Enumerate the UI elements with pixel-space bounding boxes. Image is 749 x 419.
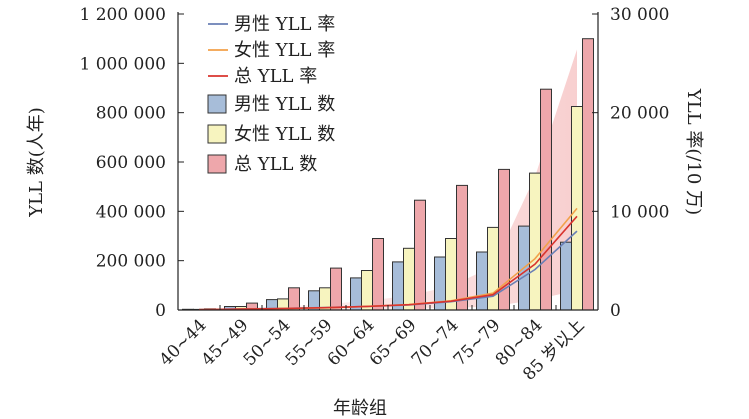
y2-tick-label-0: 0 (610, 301, 621, 321)
legend-line-label-0: 男性 YLL 率 (234, 14, 335, 35)
y2-tick-label-2: 20 000 (610, 104, 669, 124)
bar-total-8 (540, 88, 552, 311)
bar-female-9 (571, 106, 583, 311)
bar-total-9 (582, 38, 594, 311)
bar-male-4 (350, 277, 362, 311)
y-tick-label-6: 1 200 000 (79, 5, 166, 25)
bar-male-5 (392, 261, 404, 311)
x-axis-label: 年龄组 (333, 398, 387, 419)
bar-female-7 (487, 226, 499, 311)
bar-female-3 (319, 287, 331, 311)
bar-female-4 (361, 270, 373, 311)
bar-male-7 (476, 251, 488, 311)
bar-female-8 (529, 172, 541, 311)
bar-total-3 (330, 267, 342, 311)
legend-bar-swatch-2 (207, 154, 227, 174)
y2-tick-label-3: 30 000 (610, 5, 669, 25)
legend-bar-label-0: 男性 YLL 数 (234, 94, 335, 115)
legend-bar-label-1: 女性 YLL 数 (234, 124, 335, 145)
bar-female-5 (403, 247, 415, 311)
y-tick-label-5: 1 000 000 (79, 54, 166, 74)
legend-bar-label-2: 总 YLL 数 (234, 154, 317, 175)
legend-bar-swatch-1 (207, 124, 227, 144)
y-tick-label-0: 0 (155, 301, 166, 321)
y2-axis-label: YLL 率(/10 万) (683, 88, 704, 215)
y-axis-label: YLL 数(人年) (26, 107, 47, 218)
y-tick-label-3: 600 000 (96, 153, 166, 173)
bar-female-6 (445, 238, 457, 311)
legend-bar-swatch-0 (207, 94, 227, 114)
y-tick-label-2: 400 000 (96, 202, 166, 222)
bar-male-9 (560, 241, 572, 311)
y-tick-label-1: 200 000 (96, 252, 166, 272)
bar-total-6 (456, 184, 468, 311)
y2-tick-label-1: 10 000 (610, 202, 669, 222)
y-tick-label-4: 800 000 (96, 104, 166, 124)
legend-line-label-2: 总 YLL 率 (234, 66, 317, 87)
bar-total-2 (288, 287, 300, 311)
bar-total-4 (372, 238, 384, 311)
bar-total-5 (414, 199, 426, 311)
legend-line-label-1: 女性 YLL 率 (234, 40, 335, 61)
